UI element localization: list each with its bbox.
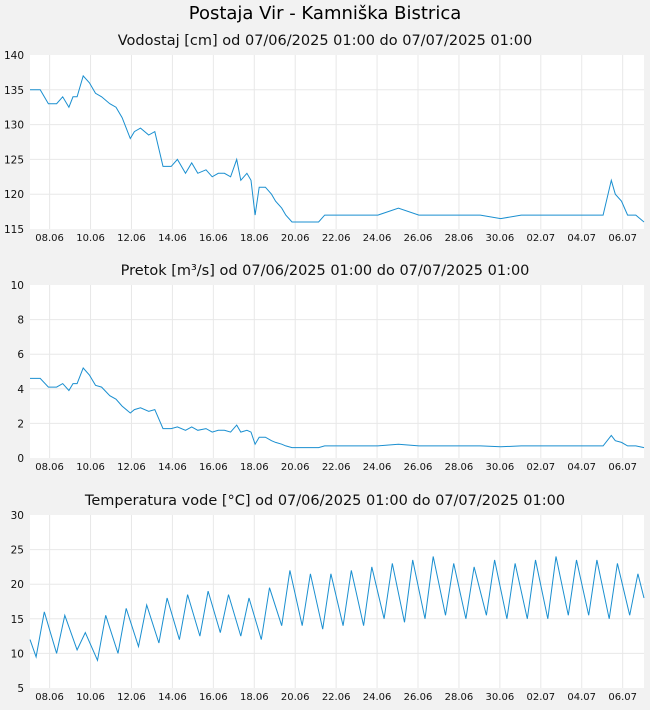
- x-tick-label: 16.06: [199, 233, 228, 244]
- x-tick-label: 02.07: [526, 692, 555, 703]
- x-tick-label: 18.06: [240, 233, 269, 244]
- y-tick-label: 130: [4, 120, 24, 132]
- x-tick-label: 18.06: [240, 462, 269, 473]
- y-tick-label: 15: [11, 614, 24, 626]
- x-tick-label: 26.06: [404, 233, 433, 244]
- x-tick-label: 10.06: [76, 462, 105, 473]
- x-tick-label: 18.06: [240, 692, 269, 703]
- x-tick-label: 12.06: [117, 692, 146, 703]
- x-tick-label: 28.06: [445, 462, 474, 473]
- y-tick-label: 120: [4, 189, 24, 201]
- x-tick-label: 14.06: [158, 233, 187, 244]
- x-tick-label: 30.06: [486, 462, 515, 473]
- x-tick-label: 08.06: [35, 462, 64, 473]
- y-tick-label: 8: [17, 315, 24, 327]
- chart-title: Pretok [m³/s] od 07/06/2025 01:00 do 07/…: [121, 263, 530, 279]
- x-tick-label: 26.06: [404, 692, 433, 703]
- y-tick-label: 6: [17, 349, 24, 361]
- x-tick-label: 22.06: [322, 692, 351, 703]
- y-tick-label: 4: [17, 384, 24, 396]
- x-tick-label: 24.06: [363, 233, 392, 244]
- x-tick-label: 08.06: [35, 692, 64, 703]
- x-tick-label: 16.06: [199, 462, 228, 473]
- x-tick-label: 04.07: [567, 462, 596, 473]
- y-tick-label: 135: [4, 85, 24, 97]
- y-tick-label: 115: [4, 224, 24, 236]
- x-tick-label: 06.07: [608, 233, 637, 244]
- x-tick-label: 22.06: [322, 462, 351, 473]
- x-tick-label: 08.06: [35, 233, 64, 244]
- y-tick-label: 10: [11, 280, 24, 292]
- x-tick-label: 14.06: [158, 462, 187, 473]
- x-tick-label: 20.06: [281, 692, 310, 703]
- x-tick-label: 04.07: [567, 692, 596, 703]
- x-tick-label: 14.06: [158, 692, 187, 703]
- x-tick-label: 06.07: [608, 692, 637, 703]
- page-title: Postaja Vir - Kamniška Bistrica: [188, 3, 462, 24]
- x-tick-label: 02.07: [526, 462, 555, 473]
- x-tick-label: 06.07: [608, 462, 637, 473]
- plot-area: [30, 55, 644, 229]
- y-tick-label: 30: [11, 510, 24, 522]
- y-tick-label: 0: [17, 453, 24, 465]
- chart-title: Vodostaj [cm] od 07/06/2025 01:00 do 07/…: [118, 33, 532, 49]
- x-tick-label: 24.06: [363, 692, 392, 703]
- chart-vodostaj: Vodostaj [cm] od 07/06/2025 01:00 do 07/…: [4, 33, 645, 244]
- x-tick-label: 20.06: [281, 233, 310, 244]
- series-line: [30, 74, 645, 223]
- x-tick-label: 16.06: [199, 692, 228, 703]
- plot-area: [30, 285, 644, 458]
- y-tick-label: 25: [11, 545, 24, 557]
- x-tick-label: 20.06: [281, 462, 310, 473]
- x-tick-label: 28.06: [445, 692, 474, 703]
- y-tick-label: 140: [4, 50, 24, 62]
- chart-pretok: Pretok [m³/s] od 07/06/2025 01:00 do 07/…: [11, 263, 645, 473]
- x-tick-label: 04.07: [567, 233, 596, 244]
- y-tick-label: 20: [11, 579, 24, 591]
- x-tick-label: 12.06: [117, 233, 146, 244]
- x-tick-label: 28.06: [445, 233, 474, 244]
- x-tick-label: 30.06: [486, 233, 515, 244]
- x-tick-label: 10.06: [76, 692, 105, 703]
- y-tick-label: 2: [17, 418, 24, 430]
- x-tick-label: 02.07: [526, 233, 555, 244]
- y-tick-label: 5: [17, 683, 24, 695]
- chart-title: Temperatura vode [°C] od 07/06/2025 01:0…: [84, 493, 565, 509]
- x-tick-label: 26.06: [404, 462, 433, 473]
- y-tick-label: 10: [11, 648, 24, 660]
- x-tick-label: 12.06: [117, 462, 146, 473]
- series-line: [29, 556, 645, 662]
- series-line: [30, 367, 645, 449]
- x-tick-label: 10.06: [76, 233, 105, 244]
- x-tick-label: 24.06: [363, 462, 392, 473]
- x-tick-label: 30.06: [486, 692, 515, 703]
- y-tick-label: 125: [4, 154, 24, 166]
- chart-temperatura: Temperatura vode [°C] od 07/06/2025 01:0…: [11, 493, 645, 703]
- x-tick-label: 22.06: [322, 233, 351, 244]
